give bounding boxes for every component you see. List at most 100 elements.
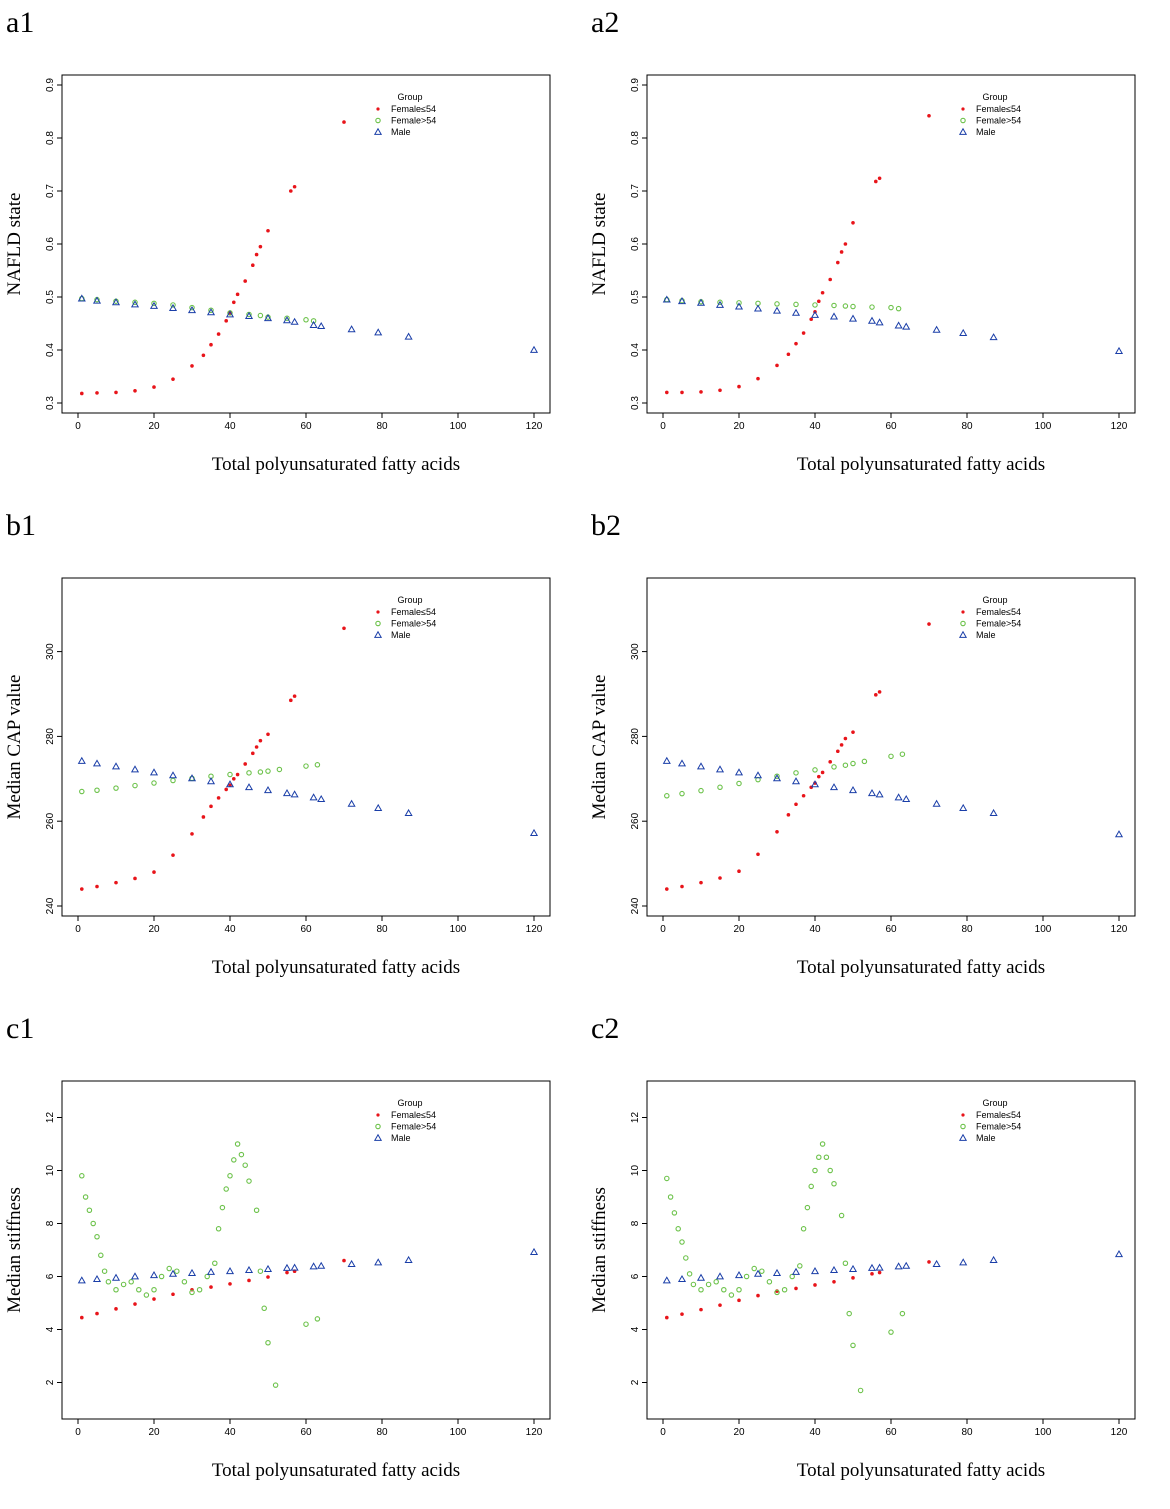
data-point bbox=[189, 304, 195, 311]
x-tick-label: 0 bbox=[75, 924, 81, 935]
scatter-plot: 0 20 40 60 80 100 120 2 4 6 8 10 12 Total polyunsatur… bbox=[4, 1080, 551, 1481]
data-point bbox=[850, 303, 856, 310]
data-point bbox=[705, 1281, 712, 1288]
data-point bbox=[309, 793, 318, 801]
y-tick-label: 300 bbox=[45, 643, 56, 660]
data-point bbox=[174, 1268, 180, 1274]
data-point bbox=[258, 738, 263, 743]
data-point bbox=[810, 780, 820, 788]
x-tick-label: 60 bbox=[300, 421, 312, 432]
data-point bbox=[829, 1265, 839, 1274]
data-point bbox=[92, 759, 102, 767]
legend-title: Group bbox=[982, 92, 1007, 102]
data-point bbox=[1114, 830, 1124, 838]
legend-title: Group bbox=[397, 595, 422, 605]
data-point bbox=[867, 789, 877, 797]
panel-label: a2 bbox=[591, 6, 620, 39]
legend-label: Male bbox=[391, 127, 411, 137]
data-point bbox=[690, 1281, 697, 1288]
x-tick-label: 20 bbox=[148, 421, 160, 432]
data-point bbox=[95, 884, 99, 889]
legend-marker bbox=[960, 1123, 966, 1130]
data-point bbox=[715, 1272, 725, 1280]
data-point bbox=[224, 787, 228, 792]
data-point bbox=[677, 297, 687, 305]
data-point bbox=[812, 302, 818, 308]
data-point bbox=[718, 388, 722, 393]
data-point bbox=[874, 693, 878, 697]
data-point bbox=[206, 1267, 216, 1275]
data-point bbox=[717, 784, 723, 791]
data-point bbox=[753, 304, 763, 312]
data-point bbox=[989, 333, 998, 341]
data-point bbox=[851, 221, 855, 225]
data-point bbox=[839, 743, 844, 747]
data-point bbox=[836, 260, 840, 265]
data-point bbox=[718, 876, 722, 880]
data-point bbox=[149, 768, 159, 776]
legend-label: Male bbox=[976, 1133, 996, 1143]
legend-marker bbox=[373, 1133, 383, 1141]
data-point bbox=[989, 1255, 998, 1263]
data-point bbox=[251, 751, 255, 756]
data-point bbox=[662, 295, 671, 303]
series-triangle bbox=[662, 756, 1124, 838]
legend-title: Group bbox=[397, 92, 422, 102]
data-point bbox=[797, 1263, 803, 1269]
data-point bbox=[791, 777, 801, 785]
data-point bbox=[680, 390, 684, 395]
data-point bbox=[105, 1279, 112, 1285]
data-point bbox=[832, 1280, 836, 1284]
plot-frame bbox=[61, 1080, 551, 1420]
data-point bbox=[309, 320, 318, 328]
legend-label: Male bbox=[391, 630, 411, 640]
data-point bbox=[235, 292, 240, 297]
data-point bbox=[848, 1264, 858, 1272]
data-point bbox=[152, 385, 156, 389]
data-point bbox=[374, 1258, 383, 1266]
data-point bbox=[374, 328, 383, 336]
data-point bbox=[848, 786, 858, 794]
legend-marker bbox=[375, 117, 381, 124]
data-point bbox=[257, 312, 264, 319]
data-point bbox=[342, 120, 346, 124]
data-point bbox=[282, 316, 292, 324]
legend-label: Male bbox=[976, 127, 996, 137]
data-point bbox=[228, 1282, 232, 1286]
data-point bbox=[665, 390, 669, 395]
data-point bbox=[786, 813, 791, 817]
x-tick-label: 40 bbox=[809, 1427, 821, 1438]
data-point bbox=[867, 1263, 877, 1271]
x-tick-label: 80 bbox=[376, 421, 388, 432]
data-point bbox=[347, 1259, 356, 1267]
data-point bbox=[215, 1226, 222, 1232]
y-tick-label: 260 bbox=[45, 812, 56, 829]
data-point bbox=[850, 760, 856, 767]
data-point bbox=[227, 771, 233, 778]
legend-marker bbox=[375, 1123, 381, 1130]
data-point bbox=[244, 783, 254, 791]
data-point bbox=[867, 316, 877, 324]
series-dot bbox=[80, 1258, 346, 1320]
data-point bbox=[677, 759, 687, 767]
data-point bbox=[1114, 1250, 1124, 1258]
data-point bbox=[662, 756, 671, 764]
data-point bbox=[721, 1286, 727, 1293]
legend-label: Female>54 bbox=[976, 619, 1021, 629]
data-point bbox=[756, 1293, 760, 1298]
data-point bbox=[292, 694, 297, 698]
data-point bbox=[284, 315, 290, 321]
data-point bbox=[737, 384, 741, 389]
data-point bbox=[894, 321, 903, 329]
data-point bbox=[133, 389, 137, 393]
data-point bbox=[151, 1286, 157, 1293]
x-tick-label: 100 bbox=[450, 924, 467, 935]
data-point bbox=[775, 830, 779, 834]
x-tick-label: 120 bbox=[526, 1427, 543, 1438]
data-point bbox=[187, 774, 197, 782]
x-axis-title: Total polyunsaturated fatty acids bbox=[797, 454, 1045, 475]
data-point bbox=[766, 1279, 773, 1285]
data-point bbox=[794, 341, 798, 346]
data-point bbox=[696, 1273, 706, 1281]
